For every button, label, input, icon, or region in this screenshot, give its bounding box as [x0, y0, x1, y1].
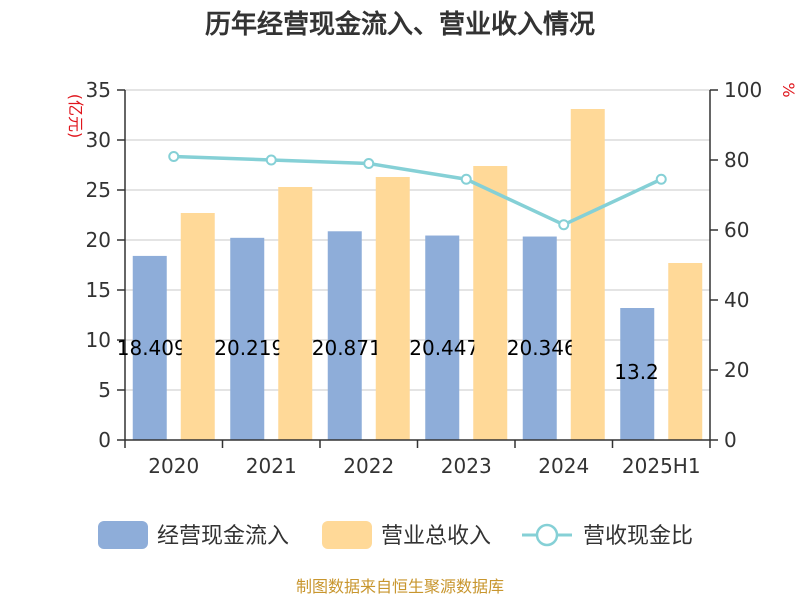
data-label-cash-inflow: 20.346 — [507, 336, 577, 360]
legend-label-revenue: 营业总收入 — [381, 524, 491, 549]
x-axis-tick-label: 2023 — [441, 454, 492, 478]
left-axis-tick-label: 10 — [86, 328, 111, 352]
data-label-cash-inflow: 20.219 — [214, 336, 284, 360]
bar-cash-inflow — [425, 235, 460, 440]
bars — [132, 109, 703, 440]
ratio-line — [168, 151, 667, 231]
bar-revenue — [375, 177, 410, 440]
legend-label-ratio: 营收现金比 — [583, 524, 693, 549]
bar-cash-inflow — [132, 255, 167, 440]
bar-cash-inflow — [327, 231, 362, 440]
right-axis-tick-label: 0 — [724, 428, 737, 452]
ratio-point — [558, 219, 570, 231]
legend-swatch-revenue — [322, 521, 372, 549]
ratio-point — [168, 151, 180, 162]
right-axis-tick-label: 100 — [724, 78, 762, 102]
left-axis-tick-label: 5 — [98, 378, 111, 402]
bar-revenue — [180, 213, 215, 440]
data-label-cash-inflow: 18.409 — [117, 336, 187, 360]
bar-revenue — [570, 109, 605, 440]
data-labels: 18.409 20.219 20.871 20.447 20.346 13.2 — [117, 336, 659, 384]
ratio-line-path — [173, 154, 662, 227]
data-label-cash-inflow: 20.871 — [312, 336, 382, 360]
left-axis-tick-label: 25 — [86, 178, 111, 202]
bar-revenue — [668, 263, 703, 440]
right-axis-tick-label: 20 — [724, 358, 749, 382]
legend-label-cash-inflow: 经营现金流入 — [157, 524, 289, 549]
ratio-point — [460, 173, 472, 185]
right-axis-tick-label: 60 — [724, 218, 749, 242]
ratio-point — [363, 158, 375, 169]
data-label-cash-inflow: 13.2 — [614, 360, 659, 384]
bar-revenue — [278, 187, 313, 440]
bar-cash-inflow — [230, 237, 265, 440]
grid-lines — [125, 89, 710, 391]
ratio-point — [655, 173, 667, 185]
data-label-cash-inflow: 20.447 — [409, 336, 479, 360]
x-axis-tick-label: 2024 — [538, 454, 589, 478]
left-axis-unit: (亿元) — [66, 94, 85, 139]
x-axis-tick-label: 2020 — [148, 454, 199, 478]
x-axis-tick-label: 2025H1 — [622, 454, 701, 478]
legend-swatch-cash-inflow — [98, 521, 148, 549]
bar-cash-inflow — [522, 236, 557, 440]
x-axis-tick-label: 2022 — [343, 454, 394, 478]
bar-cash-inflow — [620, 308, 655, 440]
left-axis-tick-label: 15 — [86, 278, 111, 302]
bar-revenue — [473, 166, 508, 440]
chart-title: 历年经营现金流入、营业收入情况 — [205, 9, 595, 40]
legend: 经营现金流入 营业总收入 营收现金比 — [98, 521, 693, 549]
left-axis-tick-label: 30 — [86, 128, 111, 152]
left-axis-tick-label: 35 — [86, 78, 111, 102]
left-axis-tick-label: 0 — [98, 428, 111, 452]
ratio-point — [265, 154, 277, 166]
source-note: 制图数据来自恒生聚源数据库 — [296, 577, 504, 596]
axes: 0 5 10 15 20 25 30 35 0 20 40 60 80 100 2020 2021 2022 20… — [86, 78, 763, 478]
legend-marker-ratio — [535, 523, 559, 547]
left-axis-tick-label: 20 — [86, 228, 111, 252]
right-axis-unit: % — [779, 82, 798, 97]
x-axis-tick-label: 2021 — [246, 454, 297, 478]
right-axis-tick-label: 40 — [724, 288, 749, 312]
right-axis-tick-label: 80 — [724, 148, 749, 172]
